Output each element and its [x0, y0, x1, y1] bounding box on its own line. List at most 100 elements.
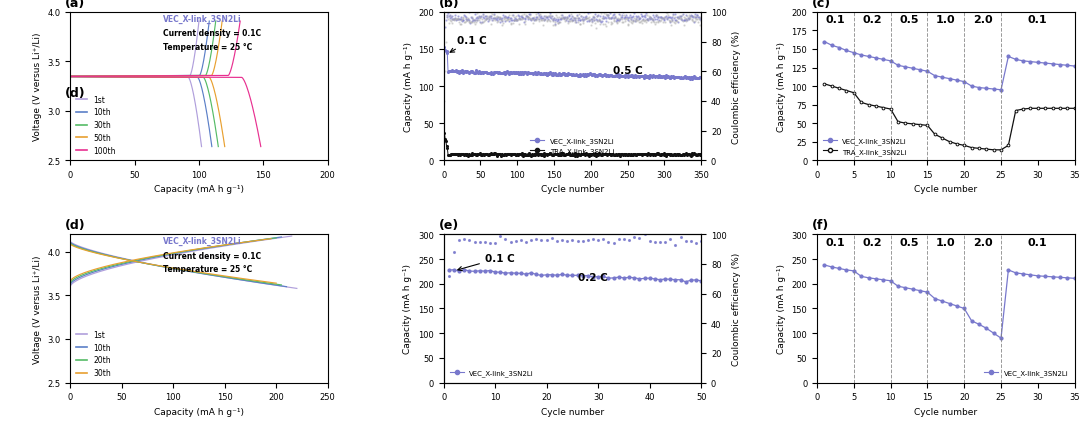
Text: Current density = 0.1C: Current density = 0.1C: [163, 29, 261, 38]
Point: [607, 15, 624, 22]
Point: [502, 17, 519, 24]
Point: [483, 14, 500, 21]
Point: [445, 17, 462, 24]
Point: [645, 18, 662, 25]
Point: [521, 16, 538, 23]
Point: [672, 234, 689, 241]
Point: [625, 10, 643, 17]
Point: [618, 16, 635, 23]
Point: [474, 14, 491, 21]
Point: [613, 12, 631, 19]
Point: [454, 17, 471, 24]
Point: [597, 18, 615, 25]
Point: [489, 15, 507, 22]
Point: [634, 17, 651, 24]
Point: [651, 15, 669, 22]
Point: [505, 17, 523, 24]
Point: [617, 15, 634, 22]
Point: [658, 13, 675, 20]
Point: [636, 17, 653, 24]
Point: [567, 19, 584, 26]
Point: [551, 19, 568, 26]
Point: [676, 22, 693, 29]
Point: [471, 240, 488, 246]
Point: [476, 14, 494, 21]
Point: [692, 17, 710, 24]
Point: [592, 13, 609, 20]
Point: [680, 17, 698, 24]
Point: [559, 20, 577, 27]
Point: [620, 21, 637, 28]
Point: [447, 17, 464, 24]
Point: [553, 13, 570, 20]
Point: [611, 17, 629, 24]
Text: 0.5: 0.5: [900, 238, 919, 248]
Point: [675, 17, 692, 24]
Point: [584, 236, 602, 243]
Point: [602, 19, 619, 26]
Point: [449, 13, 467, 20]
Point: [573, 16, 591, 23]
Point: [537, 16, 554, 23]
Point: [611, 12, 629, 19]
Point: [482, 240, 499, 247]
Point: [605, 240, 622, 247]
Point: [510, 17, 527, 24]
Point: [633, 14, 650, 21]
Point: [662, 22, 679, 29]
Point: [621, 12, 638, 19]
Point: [563, 12, 580, 18]
Point: [642, 15, 659, 22]
Point: [594, 13, 611, 20]
Point: [619, 23, 636, 30]
Point: [687, 16, 704, 23]
Point: [468, 10, 485, 17]
Point: [498, 14, 515, 21]
Point: [532, 15, 550, 22]
Point: [453, 16, 470, 23]
Point: [450, 237, 468, 243]
Point: [482, 15, 499, 22]
Point: [552, 17, 569, 24]
Point: [692, 18, 710, 25]
Point: [532, 13, 550, 20]
Point: [494, 15, 511, 22]
Point: [484, 12, 501, 18]
Point: [575, 238, 592, 245]
Point: [565, 16, 582, 23]
Point: [651, 239, 669, 246]
Point: [616, 15, 633, 22]
Text: 2.0: 2.0: [973, 238, 993, 248]
Point: [465, 18, 483, 25]
Point: [571, 22, 589, 28]
Point: [514, 15, 531, 22]
Point: [662, 18, 679, 25]
Point: [512, 16, 529, 23]
Point: [535, 13, 552, 20]
Point: [570, 12, 588, 18]
Point: [638, 18, 656, 25]
Point: [441, 15, 458, 22]
Point: [642, 15, 659, 22]
Point: [480, 19, 497, 26]
Point: [598, 13, 616, 20]
Point: [545, 15, 563, 22]
Point: [625, 18, 643, 25]
Point: [624, 13, 642, 20]
Point: [637, 11, 654, 18]
Point: [595, 236, 612, 243]
Point: [508, 13, 525, 20]
Point: [616, 15, 633, 22]
Point: [468, 19, 485, 26]
Point: [565, 15, 582, 22]
Point: [625, 15, 643, 22]
Point: [585, 18, 603, 25]
Point: [576, 10, 593, 17]
Point: [512, 13, 529, 20]
Point: [544, 18, 562, 25]
Point: [454, 14, 471, 21]
Point: [623, 14, 640, 21]
Point: [486, 16, 503, 23]
Point: [619, 15, 636, 22]
Point: [443, 19, 460, 26]
